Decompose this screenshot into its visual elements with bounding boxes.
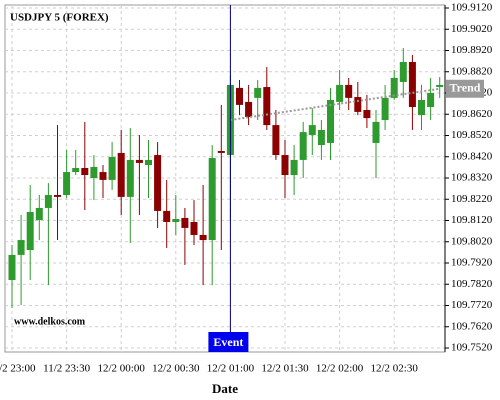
y-tick-label: 109.7920 — [451, 257, 493, 269]
y-tick-label: 109.8420 — [451, 150, 493, 162]
x-tick-label: 12/2 01:00 — [207, 363, 255, 375]
candle-body — [390, 77, 398, 98]
candle-body — [281, 155, 289, 176]
event-label: Event — [213, 335, 243, 349]
y-tick-label: 109.8920 — [451, 44, 493, 56]
candle-body — [117, 152, 125, 197]
candle-body — [254, 87, 262, 98]
candle-body — [408, 61, 416, 108]
y-tick-label: 109.7520 — [451, 342, 493, 354]
candle-body — [181, 217, 189, 228]
y-tick-label: 109.8020 — [451, 235, 493, 247]
y-tick-label: 109.8520 — [451, 129, 493, 141]
y-tick-label: 109.8820 — [451, 65, 493, 77]
candle-body — [81, 168, 89, 176]
candle-body — [372, 121, 380, 143]
candle-body — [427, 93, 435, 108]
x-axis-label: Date — [212, 381, 238, 396]
candle-body — [17, 240, 25, 255]
candle-body — [108, 156, 116, 180]
y-tick-label: 109.9020 — [451, 23, 493, 35]
candle-body — [8, 254, 16, 280]
candle-body — [272, 125, 280, 156]
candle-body — [26, 212, 34, 251]
event-box — [208, 332, 249, 352]
candle-body — [44, 195, 52, 208]
candle-body — [199, 234, 207, 241]
candle-body — [399, 61, 407, 82]
y-tick-label: 109.7620 — [451, 320, 493, 332]
y-tick-label: 109.8320 — [451, 172, 493, 184]
x-tick-label: 12/2 01:30 — [261, 363, 309, 375]
candle-body — [299, 132, 307, 160]
candle-body — [126, 159, 134, 197]
candle-body — [236, 87, 243, 105]
candle-body — [308, 125, 316, 136]
candle-body — [317, 129, 325, 146]
candle-body — [290, 159, 298, 176]
candle-body — [63, 172, 71, 195]
y-tick-label: 109.9120 — [451, 2, 493, 14]
candle-body — [90, 166, 98, 178]
candle-body — [35, 207, 43, 221]
y-tick-label: 109.7720 — [451, 299, 493, 311]
candle-body — [354, 97, 362, 112]
candle-body — [172, 219, 180, 222]
x-tick-label: 12/2 00:00 — [98, 363, 146, 375]
candle-body — [190, 221, 198, 235]
candle-body — [135, 159, 143, 163]
y-tick-label: 109.8120 — [451, 214, 493, 226]
candle-body — [72, 168, 80, 173]
candle-body — [54, 195, 61, 197]
y-tick-label: 109.8620 — [451, 108, 493, 120]
candle-body — [263, 87, 271, 126]
candle-body — [345, 84, 353, 98]
candle-body — [436, 84, 444, 88]
candle-body — [418, 100, 425, 116]
trend-line — [230, 87, 440, 121]
candle-body — [363, 110, 371, 119]
x-tick-label: 11/2 23:00 — [0, 363, 36, 375]
y-tick-label: 109.8220 — [451, 193, 493, 205]
watermark: www.delkos.com — [14, 316, 86, 327]
candle-body — [145, 159, 152, 166]
candle-body — [154, 155, 162, 211]
candle-body — [217, 151, 225, 153]
candle-body — [327, 100, 334, 143]
y-tick-label: 109.7820 — [451, 278, 493, 290]
x-tick-label: 12/2 02:30 — [371, 363, 419, 375]
trend-label: Trend — [450, 81, 481, 95]
chart-title: USDJPY 5 (FOREX) — [10, 12, 109, 24]
x-tick-label: 12/2 02:00 — [316, 363, 364, 375]
candle-body — [381, 97, 389, 120]
grid — [5, 5, 445, 352]
candle-body — [336, 84, 344, 102]
candle-body — [163, 210, 171, 222]
x-tick-label: 12/2 00:30 — [152, 363, 200, 375]
x-tick-label: 11/2 23:30 — [43, 363, 90, 375]
candle-body — [245, 101, 253, 118]
trend-label-box — [446, 79, 484, 98]
candle-body — [99, 172, 107, 180]
candle-body — [208, 158, 216, 241]
